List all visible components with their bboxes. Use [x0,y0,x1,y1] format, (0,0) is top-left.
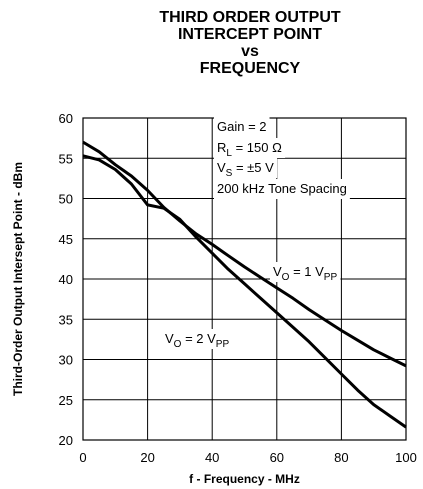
label-background [214,117,270,137]
annotation-part: Gain = 2 [217,119,267,134]
annotation-part: = 150 Ω [232,140,282,155]
line-series [82,154,407,429]
x-tick-label: 0 [79,450,86,465]
chart-title: THIRD ORDER OUTPUT [159,9,341,26]
y-tick-label: 60 [59,111,73,126]
label-background [214,158,278,178]
series-label-part: = 1 V [289,264,324,279]
series-label-part: PP [324,272,338,283]
y-tick-label: 25 [59,393,73,408]
y-axis-label: Third-Order Output Intersept Point - dBm [11,162,25,396]
label-background [270,262,341,282]
x-tick-label: 80 [334,450,348,465]
series-label-part: V [165,331,174,346]
annotation: RL = 150 Ω [217,140,282,159]
line-series [82,140,407,368]
series-label-part: O [174,339,182,350]
label-background [162,329,233,349]
x-tick-label: 20 [140,450,154,465]
series-label: VO = 2 VPP [165,331,229,350]
chart-title: INTERCEPT POINT [178,26,322,43]
annotation-part: = ±5 V [232,160,274,175]
annotation: Gain = 2 [217,119,267,134]
annotation-part: L [226,148,232,159]
chart-title: vs [241,43,259,60]
x-tick-label: 60 [270,450,284,465]
series-label-part: PP [216,339,230,350]
chart-title: FREQUENCY [200,60,301,77]
x-axis-label: f - Frequency - MHz [189,472,300,486]
label-background [214,179,350,199]
annotation: 200 kHz Tone Spacing [217,181,347,196]
x-tick-label: 100 [395,450,417,465]
y-tick-label: 30 [59,353,73,368]
series-label-part: = 2 V [181,331,216,346]
label-background [214,138,286,158]
y-tick-label: 50 [59,192,73,207]
annotation-part: R [217,140,226,155]
x-tick-label: 40 [205,450,219,465]
annotation-part: 200 kHz Tone Spacing [217,181,347,196]
annotation-part: S [226,168,233,179]
y-tick-label: 20 [59,433,73,448]
y-tick-label: 40 [59,272,73,287]
series-label: VO = 1 VPP [273,264,337,283]
annotation-part: V [217,160,226,175]
y-tick-label: 45 [59,232,73,247]
series-label-part: O [282,272,290,283]
y-tick-label: 35 [59,312,73,327]
y-tick-label: 55 [59,151,73,166]
annotation: VS = ±5 V [217,160,274,179]
series-label-part: V [273,264,282,279]
